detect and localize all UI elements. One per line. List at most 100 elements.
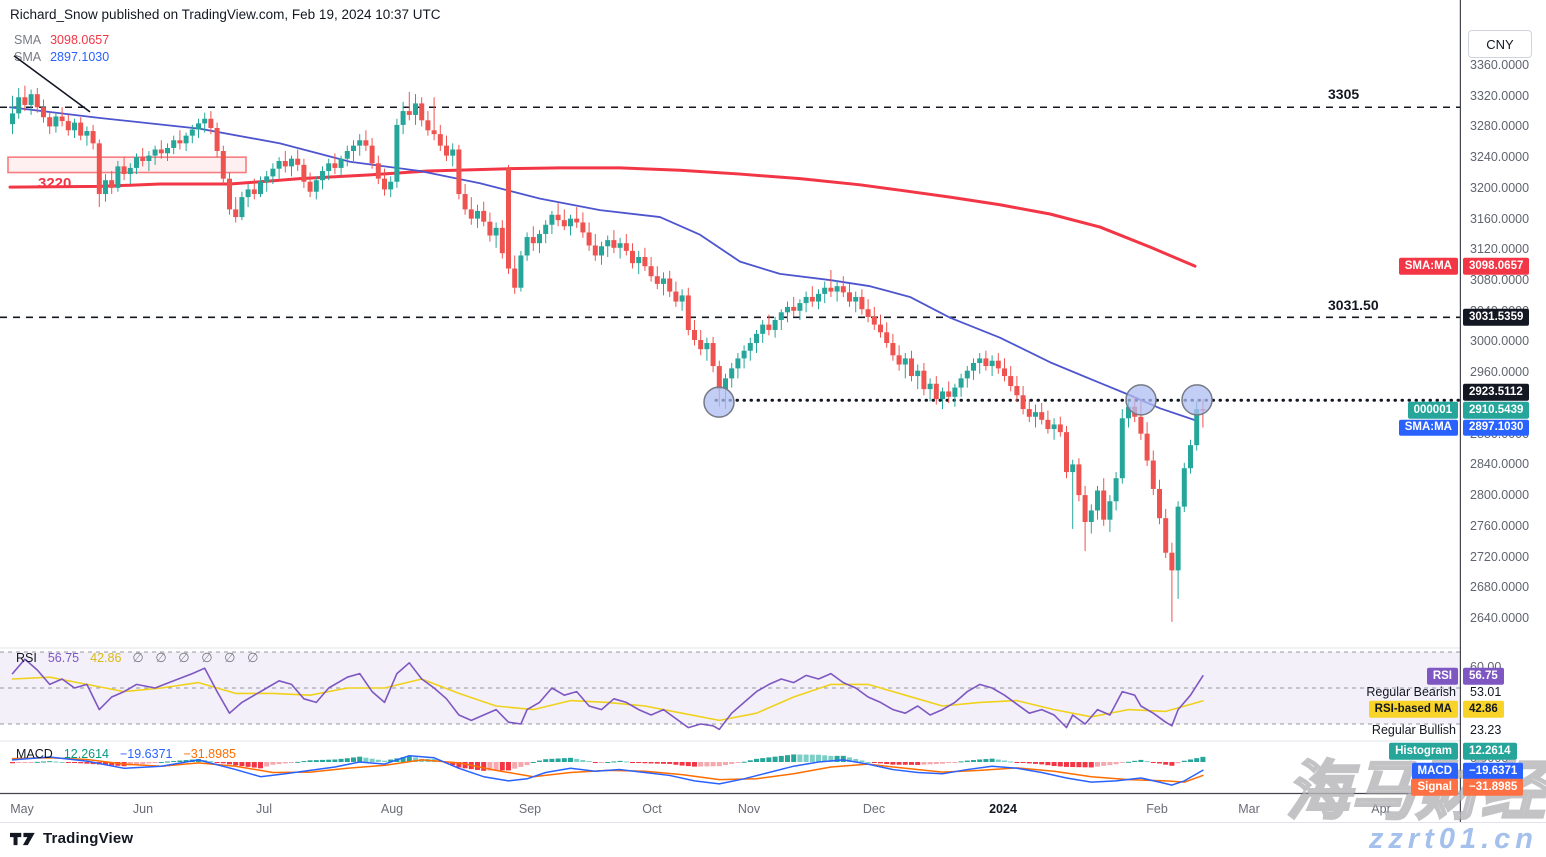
candle-body <box>41 107 46 118</box>
macd-histogram-bar <box>388 759 394 762</box>
macd-histogram-bar <box>1175 762 1181 764</box>
candle-body <box>865 309 871 317</box>
macd-histogram-bar <box>785 755 790 762</box>
candle-body <box>462 194 468 210</box>
time-axis[interactable]: May Jun Jul Aug Sep Oct Nov Dec 2024 Feb Mar Apr <box>0 794 1461 822</box>
macd-hist-value: 12.2614 <box>63 747 109 761</box>
candle-body <box>363 140 369 146</box>
macd-histogram-bar <box>692 762 697 767</box>
candle-body <box>661 278 666 284</box>
candle-body <box>623 243 629 251</box>
candle-body <box>648 266 654 277</box>
candle-body <box>264 176 270 182</box>
price-tick: 3000.0000 <box>1470 334 1530 349</box>
candle-body <box>692 329 697 340</box>
candle-body <box>1101 490 1107 520</box>
rsi-line <box>11 658 1204 731</box>
candle-body <box>53 116 59 127</box>
candle-body <box>1002 368 1007 377</box>
candle-body <box>1039 412 1045 420</box>
candle-body <box>251 189 257 195</box>
candle-body <box>642 257 648 267</box>
macd-histogram-bar <box>530 762 536 763</box>
price-tick: 3080.0000 <box>1470 273 1530 288</box>
macd-histogram-bar <box>134 762 139 765</box>
macd-histogram-bar <box>599 762 604 763</box>
macd-histogram-bar <box>78 762 84 764</box>
candle-body <box>667 278 673 292</box>
price-tick: 3160.0000 <box>1470 211 1530 226</box>
macd-histogram-bar <box>1138 759 1144 762</box>
candle-body <box>121 166 127 175</box>
candle-body <box>1126 406 1131 419</box>
candle-body <box>227 178 232 210</box>
macd-histogram-bar <box>1014 762 1020 763</box>
indicator-name-chip: RSI <box>1426 667 1458 685</box>
pane-series-chip: 000001 <box>1407 401 1458 419</box>
tradingview-brand[interactable]: TradingView <box>10 830 133 847</box>
candle-body <box>766 324 772 330</box>
candle-body <box>338 158 344 168</box>
candle-body <box>685 295 691 330</box>
indicator-value-chip: 56.75 <box>1463 667 1504 685</box>
candle-body <box>964 370 970 379</box>
indicator-name-chip: RSI-based MA <box>1368 700 1458 718</box>
candle-body <box>747 343 753 351</box>
candle-body <box>840 286 846 293</box>
macd-line <box>11 754 1204 786</box>
candle-body <box>344 151 350 159</box>
candle-body <box>611 240 617 248</box>
candle-body <box>871 316 877 325</box>
sma-red-line <box>8 166 1197 268</box>
candle-body <box>382 178 387 190</box>
candle-body <box>493 227 499 236</box>
macd-legend-row[interactable]: MACD 12.2614 −19.6371 −31.8985 <box>16 747 236 761</box>
macd-histogram-bar <box>679 762 685 766</box>
candle-body <box>1188 445 1193 469</box>
macd-histogram-bar <box>940 762 945 764</box>
watermark-url: zzrt01.cn <box>1368 823 1538 855</box>
candle-body <box>760 324 766 334</box>
candle-body <box>326 163 332 171</box>
macd-histogram-bar <box>208 761 214 763</box>
candle-body <box>785 306 790 313</box>
macd-histogram-bar <box>1200 756 1206 762</box>
macd-histogram-bar <box>1057 762 1063 767</box>
candle-body <box>1076 464 1082 496</box>
candle-body <box>65 121 71 131</box>
zone-label-3220: 3220 <box>38 175 72 192</box>
macd-histogram-bar <box>183 760 189 762</box>
price-tick: 3120.0000 <box>1470 242 1530 257</box>
level-label-3305: 3305 <box>1328 86 1360 102</box>
chart-canvas[interactable] <box>0 0 1461 822</box>
axis-price-chip: 2923.5112 <box>1463 383 1529 401</box>
macd-histogram-bar <box>506 762 511 771</box>
macd-histogram-bar <box>1064 762 1069 767</box>
macd-histogram-bar <box>1113 762 1119 765</box>
candle-body <box>530 237 536 244</box>
macd-histogram-bar <box>1107 762 1113 766</box>
rsi-legend-row[interactable]: RSI 56.75 42.86 ∅ ∅ ∅ ∅ ∅ ∅ <box>16 650 262 666</box>
footer-divider <box>0 822 1546 823</box>
candle-body <box>127 167 133 175</box>
macd-histogram-bar <box>1194 758 1200 762</box>
candle-body <box>220 151 226 179</box>
candle-body <box>437 134 443 146</box>
time-tick-jul: Jul <box>256 802 272 816</box>
macd-histogram-bar <box>258 762 263 769</box>
candle-body <box>1163 518 1169 553</box>
macd-histogram-bar <box>289 762 294 763</box>
macd-histogram-bar <box>450 762 456 766</box>
macd-histogram-bar <box>797 754 803 762</box>
candle-body <box>10 113 15 125</box>
sma-legend-row-1[interactable]: SMA 3098.0657 <box>14 33 109 47</box>
candle-body <box>208 118 214 128</box>
macd-histogram-bar <box>344 758 350 762</box>
candle-body <box>927 383 933 390</box>
price-tick: 3200.0000 <box>1470 180 1530 195</box>
macd-histogram-bar <box>741 761 747 763</box>
macd-histogram-bar <box>946 762 952 763</box>
candle-body <box>549 214 555 225</box>
currency-button[interactable]: CNY <box>1468 30 1532 58</box>
candle-body <box>96 143 102 195</box>
